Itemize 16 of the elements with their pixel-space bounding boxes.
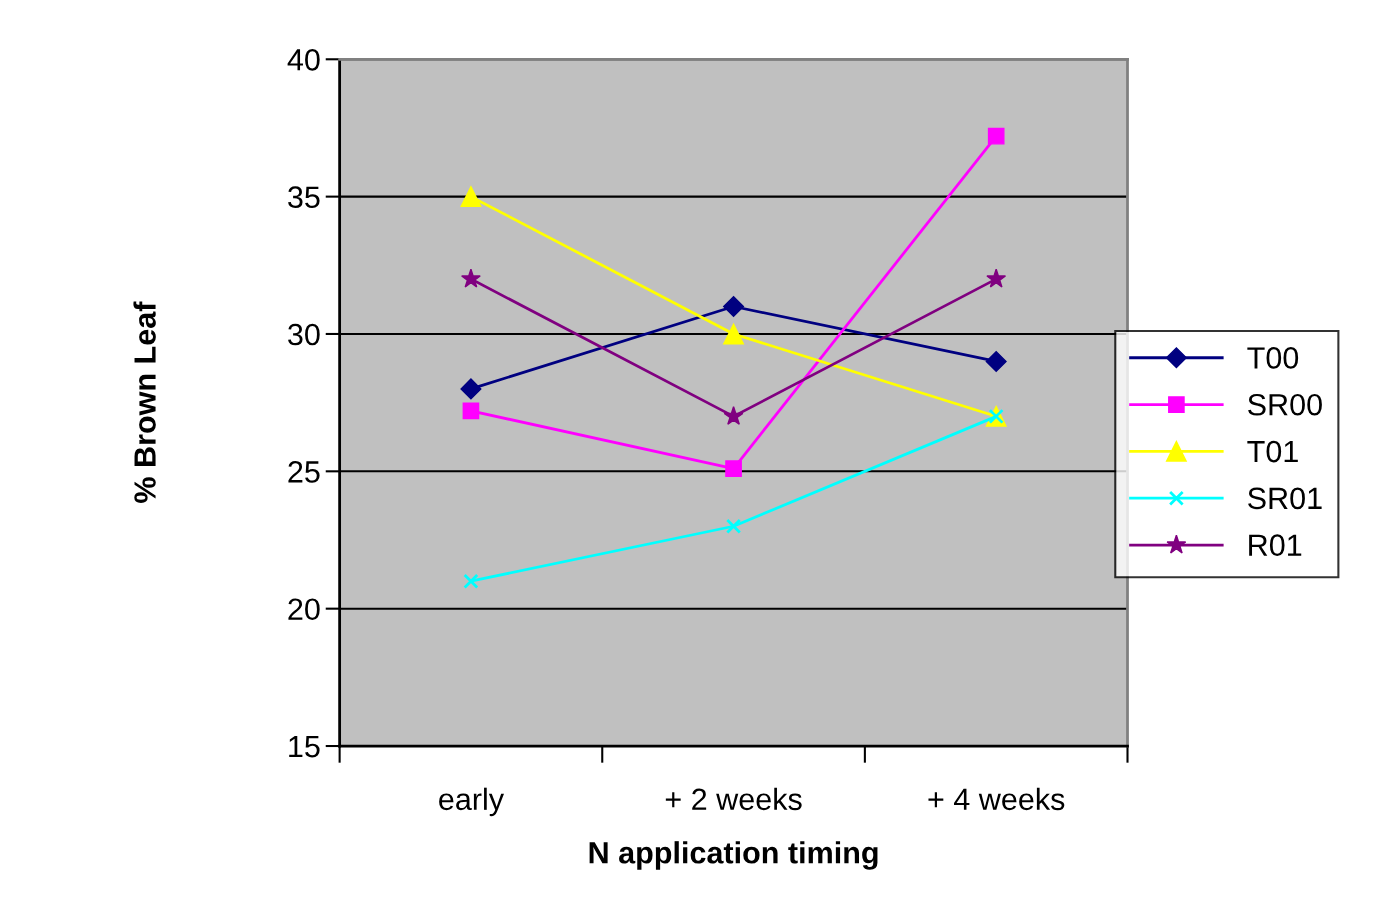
y-tick-label: 35 — [288, 186, 320, 208]
legend-label: T00 — [1247, 347, 1299, 369]
y-tick-label: 20 — [288, 598, 320, 621]
x-tick-label: + 2 weeks — [665, 787, 802, 811]
x-axis-title: N application timing — [589, 841, 878, 870]
x-tick-label: + 4 weeks — [928, 787, 1065, 811]
legend-label: SR00 — [1248, 393, 1322, 416]
y-axis-title: % Brown Leaf — [133, 301, 156, 503]
y-tick-label: 30 — [288, 323, 320, 346]
legend-label: T01 — [1247, 440, 1298, 463]
y-tick-label: 15 — [289, 736, 320, 758]
y-tick-label: 25 — [288, 461, 320, 483]
y-tick-label: 40 — [287, 49, 320, 71]
x-tick-label: early — [439, 787, 504, 817]
legend-label: SR01 — [1248, 487, 1322, 510]
legend-label: R01 — [1249, 534, 1302, 557]
